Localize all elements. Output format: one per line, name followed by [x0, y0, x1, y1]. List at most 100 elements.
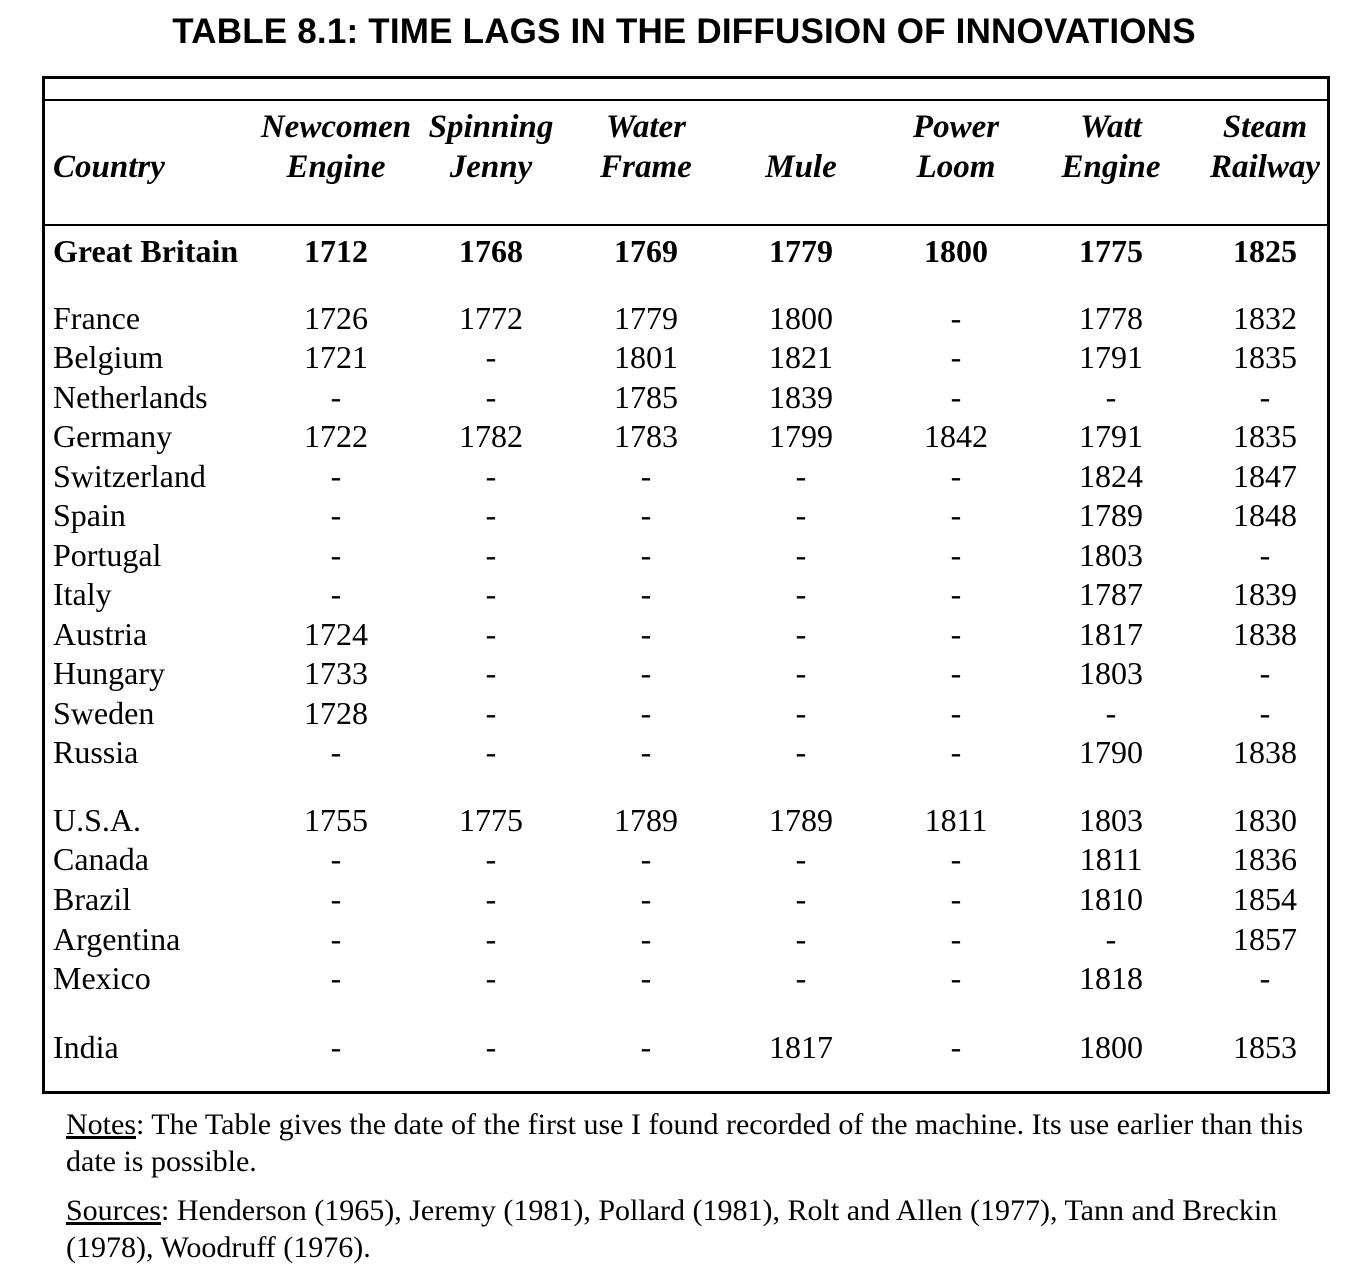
- column-header-4-line-2: Frame: [600, 149, 692, 185]
- date-cell: -: [330, 960, 342, 996]
- country-cell: Brazil: [53, 881, 132, 917]
- date-cell: 1733: [304, 655, 368, 691]
- date-cell: 1778: [1079, 300, 1143, 336]
- country-cell: Canada: [53, 841, 149, 877]
- date-cell: -: [950, 300, 962, 336]
- table-sources: Sources: Henderson (1965), Jeremy (1981)…: [66, 1192, 1336, 1266]
- date-cell: -: [485, 537, 497, 573]
- country-cell: Russia: [53, 734, 139, 770]
- date-cell: -: [950, 379, 962, 415]
- date-cell: -: [950, 576, 962, 612]
- date-cell: -: [1259, 379, 1271, 415]
- column-header-2-line-1: Newcomen: [260, 109, 412, 145]
- date-cell: -: [640, 960, 652, 996]
- country-cell: Great Britain: [53, 233, 239, 269]
- date-cell: 1772: [459, 300, 523, 336]
- date-cell: 1801: [614, 339, 678, 375]
- date-cell: -: [485, 921, 497, 957]
- date-cell: -: [950, 881, 962, 917]
- table-top-rule: [45, 99, 1327, 101]
- date-cell: 1791: [1079, 339, 1143, 375]
- date-cell: 1835: [1233, 339, 1297, 375]
- date-cell: 1842: [924, 418, 988, 454]
- column-header-1-line-2: Country: [53, 149, 165, 185]
- date-cell: 1835: [1233, 418, 1297, 454]
- table-header-rule: [45, 224, 1327, 226]
- date-cell: 1832: [1233, 300, 1297, 336]
- date-cell: -: [1259, 537, 1271, 573]
- country-cell: Portugal: [53, 537, 162, 573]
- date-cell: -: [950, 616, 962, 652]
- date-cell: -: [640, 734, 652, 770]
- column-header-6-line-1: Power: [912, 109, 1000, 145]
- date-cell: -: [640, 881, 652, 917]
- country-cell: Argentina: [53, 921, 181, 957]
- date-cell: 1839: [1233, 576, 1297, 612]
- date-cell: 1779: [614, 300, 678, 336]
- date-cell: 1854: [1233, 881, 1297, 917]
- date-cell: -: [950, 841, 962, 877]
- date-cell: 1789: [614, 802, 678, 838]
- column-header-3-line-2: Jenny: [449, 149, 533, 185]
- date-cell: -: [485, 655, 497, 691]
- column-header-7-line-2: Engine: [1061, 149, 1161, 185]
- date-cell: -: [1259, 960, 1271, 996]
- country-cell: Switzerland: [53, 458, 206, 494]
- date-cell: -: [1105, 379, 1117, 415]
- date-cell: -: [1259, 655, 1271, 691]
- date-cell: 1787: [1079, 576, 1143, 612]
- date-cell: -: [795, 695, 807, 731]
- date-cell: 1721: [304, 339, 368, 375]
- date-cell: -: [795, 576, 807, 612]
- date-cell: -: [1105, 695, 1117, 731]
- column-header-8-line-2: Railway: [1209, 149, 1320, 185]
- date-cell: -: [330, 379, 342, 415]
- date-cell: 1824: [1079, 458, 1143, 494]
- column-header-2-line-2: Engine: [286, 149, 386, 185]
- date-cell: -: [640, 576, 652, 612]
- date-cell: -: [640, 1029, 652, 1065]
- date-cell: 1712: [304, 233, 368, 269]
- country-cell: U.S.A.: [53, 802, 142, 838]
- date-cell: 1857: [1233, 921, 1297, 957]
- date-cell: -: [795, 497, 807, 533]
- date-cell: -: [330, 497, 342, 533]
- country-cell: Mexico: [53, 960, 151, 996]
- date-cell: -: [795, 458, 807, 494]
- date-cell: 1800: [1079, 1029, 1143, 1065]
- date-cell: -: [485, 339, 497, 375]
- date-cell: -: [640, 497, 652, 533]
- date-cell: 1779: [769, 233, 833, 269]
- date-cell: 1775: [459, 802, 523, 838]
- date-cell: 1800: [924, 233, 988, 269]
- date-cell: -: [795, 616, 807, 652]
- date-cell: -: [485, 1029, 497, 1065]
- date-cell: -: [1105, 921, 1117, 957]
- date-cell: -: [485, 616, 497, 652]
- date-cell: -: [795, 960, 807, 996]
- date-cell: 1769: [614, 233, 678, 269]
- date-cell: 1803: [1079, 655, 1143, 691]
- date-cell: 1722: [304, 418, 368, 454]
- date-cell: 1830: [1233, 802, 1297, 838]
- date-cell: 1821: [769, 339, 833, 375]
- notes-label: Notes: [66, 1108, 136, 1141]
- date-cell: 1818: [1079, 960, 1143, 996]
- date-cell: -: [950, 1029, 962, 1065]
- column-header-7-line-1: Watt: [1080, 109, 1142, 145]
- date-cell: 1811: [1079, 841, 1143, 877]
- country-cell: Netherlands: [53, 379, 208, 415]
- date-cell: -: [640, 537, 652, 573]
- sources-label: Sources: [66, 1194, 161, 1227]
- table-title: TABLE 8.1: TIME LAGS IN THE DIFFUSION OF…: [172, 12, 1196, 51]
- date-cell: 1838: [1233, 616, 1297, 652]
- date-cell: -: [795, 537, 807, 573]
- country-cell: Hungary: [53, 655, 165, 691]
- date-cell: 1782: [459, 418, 523, 454]
- date-cell: -: [485, 695, 497, 731]
- date-cell: 1811: [924, 802, 988, 838]
- date-cell: -: [640, 841, 652, 877]
- column-header-5-line-2: Mule: [765, 149, 837, 185]
- date-cell: -: [330, 841, 342, 877]
- date-cell: 1799: [769, 418, 833, 454]
